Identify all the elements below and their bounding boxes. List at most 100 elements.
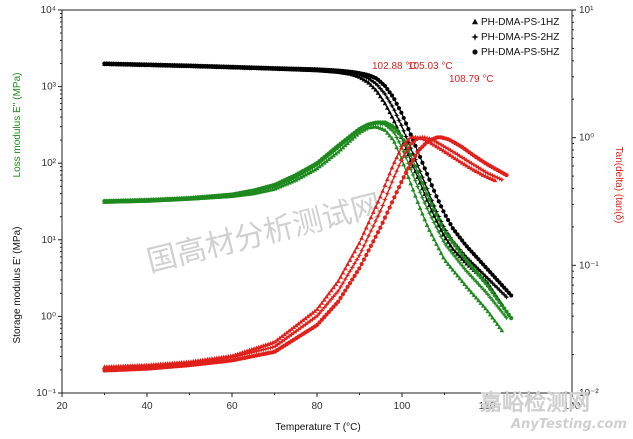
data-point	[455, 157, 460, 162]
data-point	[354, 244, 360, 250]
data-point	[492, 293, 497, 298]
data-point	[258, 347, 264, 353]
data-point	[413, 164, 418, 169]
data-point	[448, 243, 453, 248]
data-point	[441, 148, 446, 153]
data-point	[343, 288, 348, 293]
data-point	[248, 349, 255, 356]
data-point	[478, 171, 484, 176]
data-point	[435, 140, 442, 147]
data-point	[275, 337, 280, 342]
data-point	[282, 332, 287, 337]
data-point	[331, 153, 336, 158]
data-point	[378, 225, 383, 230]
data-point	[478, 268, 484, 275]
data-point	[499, 303, 504, 308]
data-point	[286, 333, 292, 340]
data-point	[405, 145, 412, 152]
data-point	[213, 356, 220, 363]
y-axis-label-loss: Loss modulus E'' (MPa)	[12, 73, 23, 178]
data-point	[429, 183, 434, 188]
data-point	[302, 168, 309, 175]
data-point	[373, 87, 378, 92]
data-point	[499, 176, 505, 183]
data-point	[474, 269, 479, 275]
data-point	[351, 260, 358, 267]
data-point	[414, 135, 421, 142]
data-point	[363, 238, 370, 244]
data-point	[293, 323, 299, 328]
data-point	[368, 214, 374, 220]
data-point	[428, 197, 435, 204]
data-point	[466, 271, 472, 277]
data-point	[237, 352, 243, 359]
data-point	[204, 358, 211, 364]
legend-label-2hz: PH-DMA-PS-2HZ	[481, 32, 559, 43]
data-point	[443, 236, 449, 241]
data-point	[408, 152, 413, 158]
data-point	[448, 152, 453, 158]
data-point	[333, 151, 339, 156]
data-point	[410, 172, 416, 178]
data-point	[396, 162, 402, 169]
data-point	[466, 164, 472, 170]
data-point	[406, 166, 411, 171]
data-point	[492, 282, 498, 289]
data-point	[476, 272, 481, 277]
data-point	[456, 153, 463, 159]
data-point	[392, 125, 397, 130]
data-point	[408, 161, 413, 166]
data-point	[396, 131, 402, 136]
data-point	[480, 167, 487, 174]
data-point	[438, 233, 444, 240]
data-point	[389, 103, 395, 109]
data-point	[386, 99, 393, 105]
data-point	[422, 166, 427, 171]
data-point	[291, 324, 297, 330]
data-point	[403, 170, 409, 175]
data-point	[450, 226, 455, 231]
data-point	[436, 145, 442, 150]
data-point	[494, 284, 501, 291]
data-point	[241, 351, 248, 358]
data-point	[387, 133, 392, 138]
data-point	[260, 346, 267, 353]
data-point	[470, 261, 477, 268]
data-point	[357, 266, 362, 271]
data-point	[424, 185, 430, 192]
data-point	[492, 177, 498, 183]
legend-marker-circle	[472, 49, 478, 55]
data-point	[316, 310, 323, 316]
data-point	[469, 166, 474, 171]
data-point	[392, 119, 397, 124]
data-point	[434, 241, 439, 246]
data-point	[323, 301, 330, 308]
data-point	[382, 215, 388, 220]
data-point	[378, 94, 383, 99]
data-point	[202, 358, 208, 365]
data-point	[344, 272, 351, 279]
data-point	[485, 174, 491, 179]
data-point	[450, 246, 456, 251]
data-point	[361, 230, 367, 235]
legend-item-5hz: PH-DMA-PS-5HZ	[472, 47, 559, 58]
data-point	[470, 161, 477, 168]
data-point	[255, 347, 262, 354]
data-point	[480, 271, 487, 277]
y-axis-label-storage: Storage modulus E' (MPa)	[12, 227, 23, 344]
data-point	[305, 319, 311, 326]
data-point	[462, 161, 467, 167]
data-point	[414, 183, 421, 190]
data-point	[389, 127, 395, 134]
y-right-tick-label: 10¹	[579, 5, 594, 16]
data-point	[401, 162, 407, 167]
data-point	[380, 188, 385, 193]
data-point	[434, 194, 439, 199]
legend-marker-triangle	[471, 18, 479, 25]
data-point	[361, 257, 367, 262]
data-point	[439, 221, 444, 227]
data-point	[399, 145, 404, 150]
data-point	[286, 177, 292, 184]
data-point	[489, 280, 496, 287]
data-point	[309, 316, 316, 323]
